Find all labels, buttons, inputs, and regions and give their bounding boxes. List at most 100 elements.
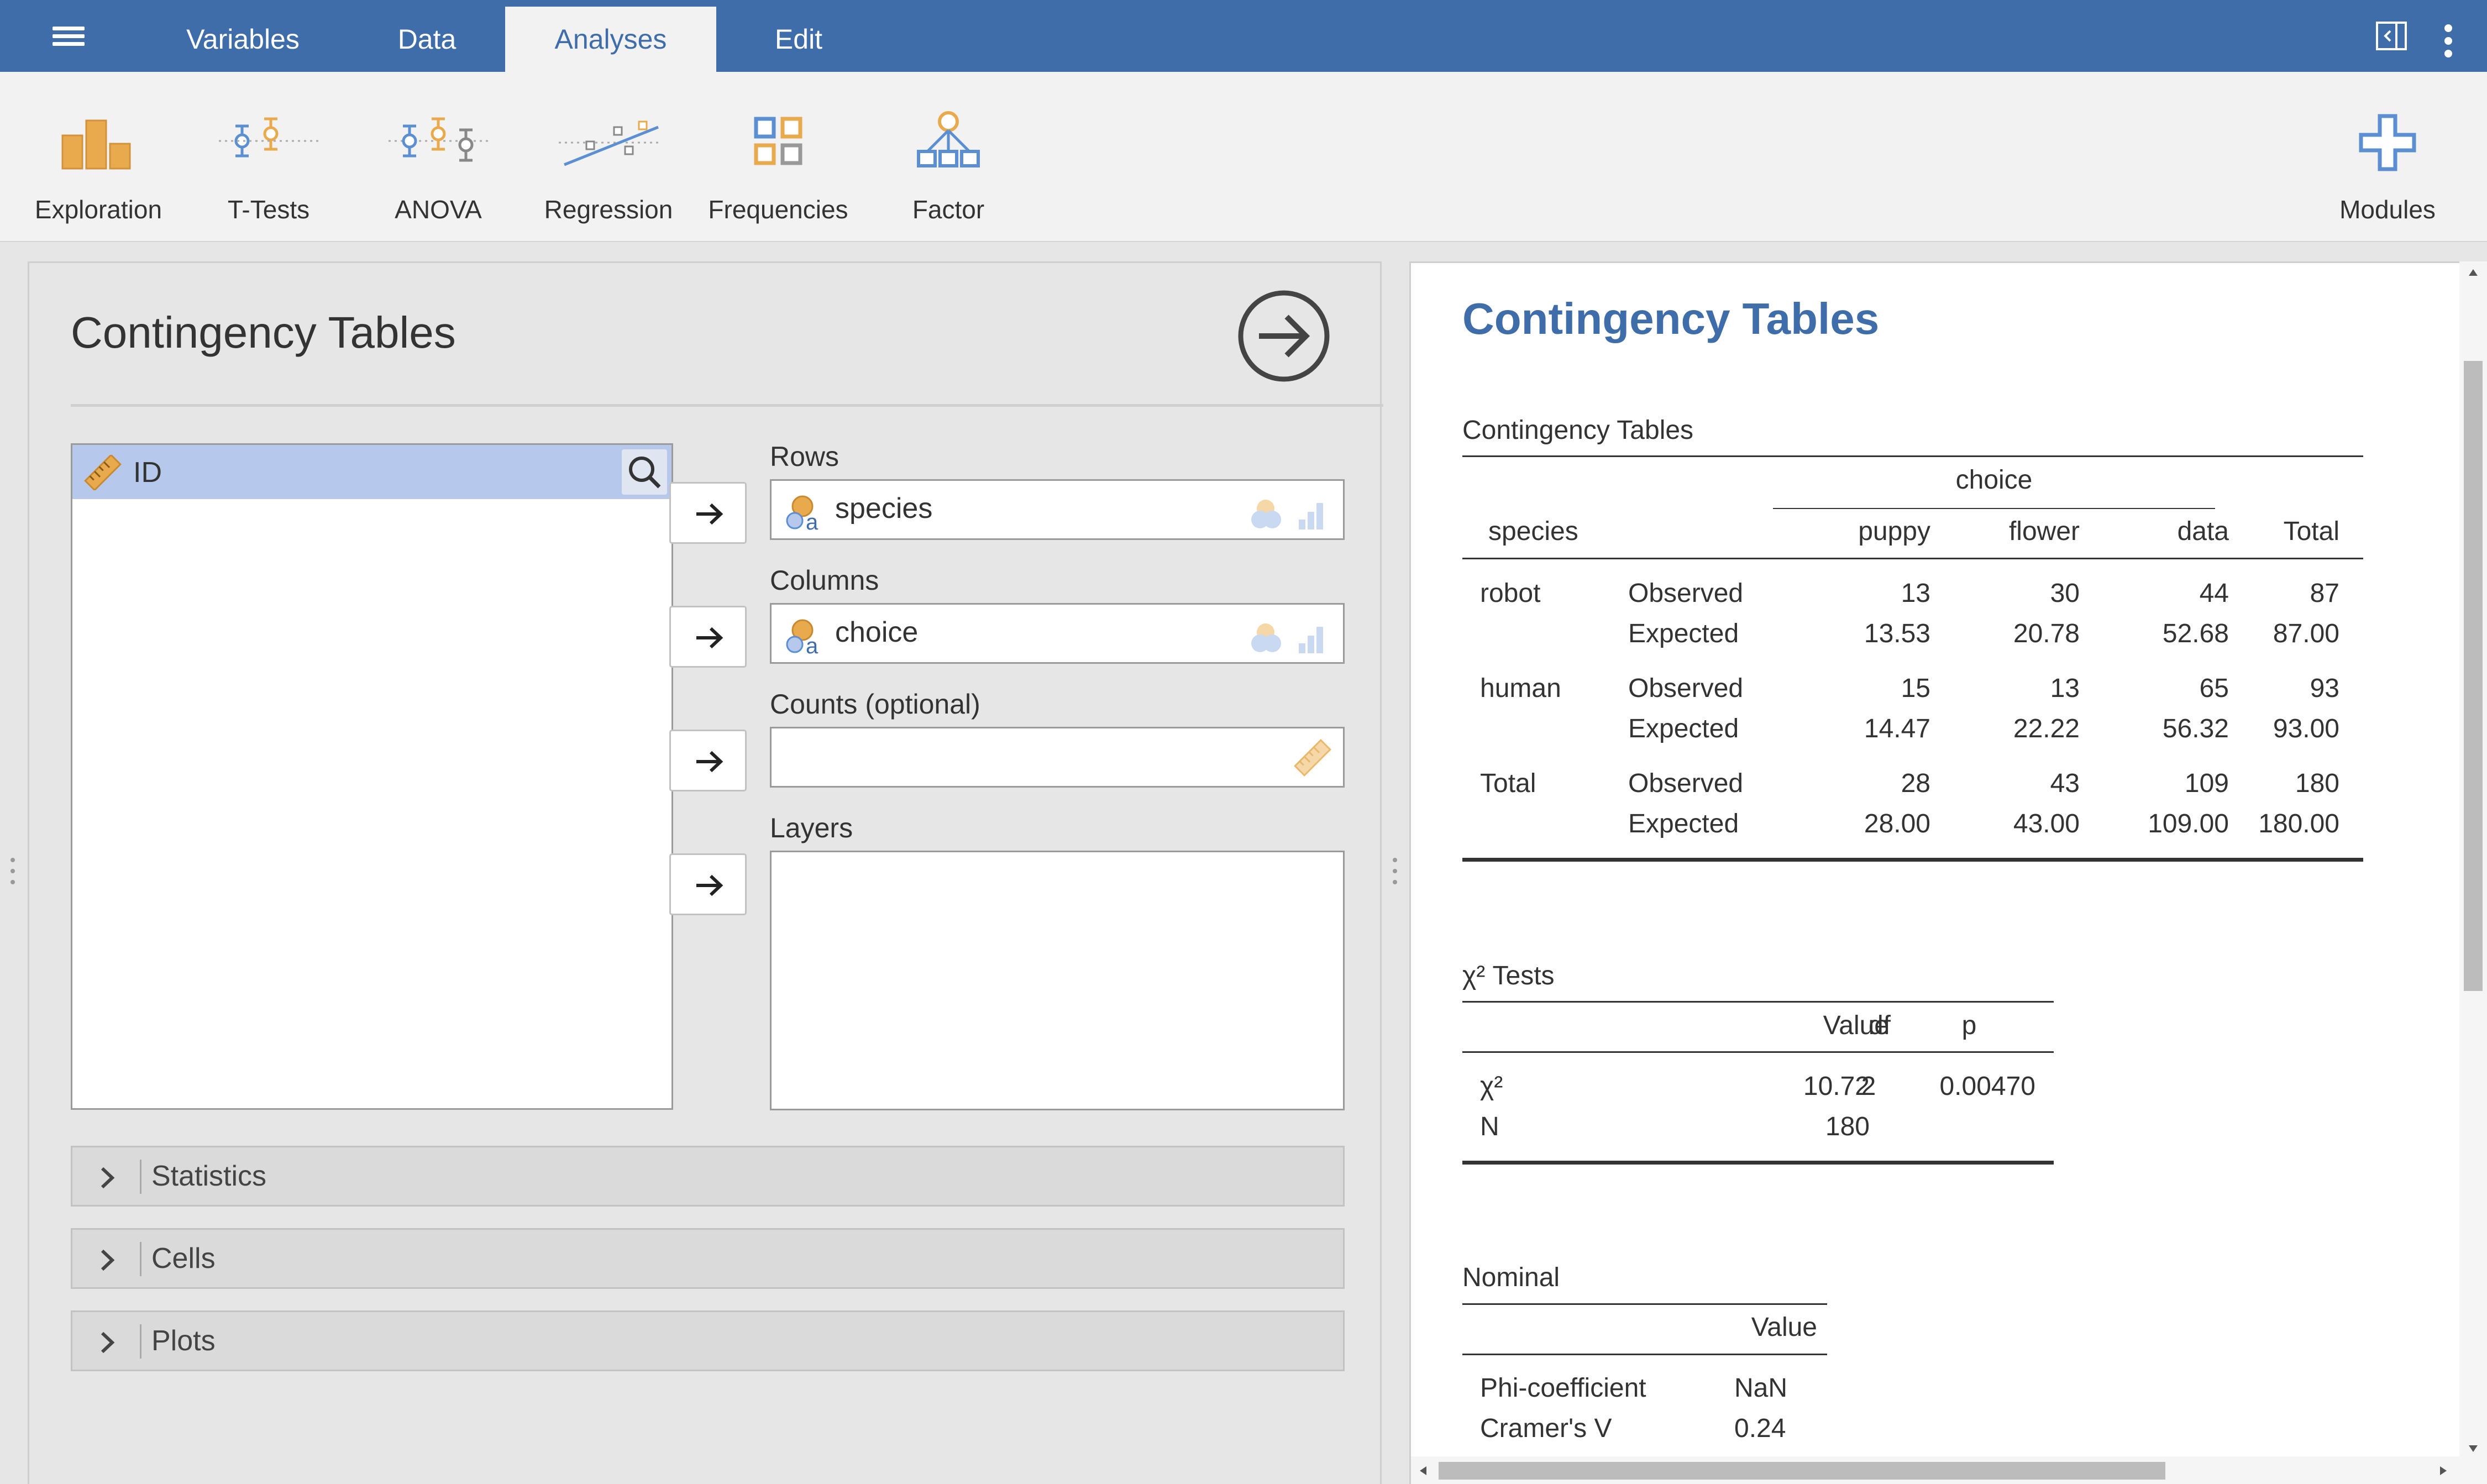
results-vertical-scrollbar[interactable] [2459,261,2487,1484]
cell-value: 180 [1825,1112,1870,1141]
divider [140,1160,141,1194]
cell-value: 109 [2184,769,2229,798]
table-rule [1462,858,2363,862]
results-horizontal-scrollbar[interactable] [1411,1456,2459,1484]
cell-value: 13.53 [1864,619,1930,648]
ruler-icon [84,455,122,490]
rows-label: Rows [770,441,840,472]
frequencies-icon [754,117,802,165]
section-plots[interactable]: Plots [71,1310,1345,1371]
variable-list[interactable]: ID [71,443,673,1110]
row-variable-header: species [1488,517,1578,546]
column-header: flower [2008,517,2080,546]
cell-value: 0.24 [1734,1414,1786,1443]
columns-field[interactable]: a choice [770,603,1345,664]
row-group: robot [1480,579,1541,608]
search-button[interactable] [622,449,667,495]
section-cells[interactable]: Cells [71,1228,1345,1289]
table-rule [1462,1354,1827,1355]
scroll-right-icon[interactable] [2439,1465,2448,1476]
rows-field[interactable]: a species [770,479,1345,540]
ribbon-t-tests[interactable]: T-Tests [186,94,351,227]
ribbon-label: T-Tests [227,195,310,224]
layers-field[interactable] [770,851,1345,1110]
cell-value: 28 [1901,769,1930,798]
divider [140,1242,141,1276]
counts-field[interactable] [770,727,1345,788]
arrow-right-icon [696,627,723,649]
page-title: Contingency Tables [71,308,456,357]
ribbon-modules[interactable]: Modules [2305,94,2470,227]
cell-value: 13 [1901,579,1930,608]
cell-value: 30 [2050,579,2080,608]
cell-value: 93 [2310,674,2339,703]
column-header: puppy [1858,517,1930,546]
move-to-rows-button[interactable] [669,482,747,544]
ribbon-anova[interactable]: ANOVA [355,94,521,227]
cell-value: 28.00 [1864,809,1930,838]
tab-variables[interactable]: Variables [186,24,300,55]
hamburger-menu-icon[interactable] [44,17,94,55]
anova-icon [389,117,488,162]
scroll-up-icon[interactable] [2468,268,2479,277]
table-rule [1462,1303,1827,1305]
panel-splitter-handle[interactable] [1391,858,1399,891]
cell-value: NaN [1734,1373,1788,1403]
counts-label: Counts (optional) [770,689,980,720]
svg-text:a: a [806,634,818,657]
row-label: Phi-coefficient [1480,1373,1646,1403]
left-splitter-handle[interactable] [9,858,17,891]
list-item[interactable]: ID [72,445,671,499]
scroll-down-icon[interactable] [2468,1444,2479,1453]
row-label: χ² [1480,1072,1503,1101]
cell-value: 0.00470 [1939,1072,2035,1101]
row-type: Expected [1628,714,1739,743]
row-type: Expected [1628,809,1739,838]
column-header: df [1868,1011,1891,1040]
move-to-counts-button[interactable] [669,730,747,791]
cell-value: 2 [1861,1072,1876,1101]
horizontal-scroll-thumb[interactable] [1439,1462,2165,1480]
row-type: Observed [1628,674,1744,703]
tab-data[interactable]: Data [397,24,457,55]
move-to-columns-button[interactable] [669,606,747,668]
cell-value: 10.72 [1803,1072,1870,1101]
ribbon-factor[interactable]: Factor [865,94,1031,227]
cell-value: 87 [2310,579,2339,608]
ribbon-frequencies[interactable]: Frequencies [695,94,861,227]
move-to-layers-button[interactable] [669,853,747,915]
exploration-icon [61,119,131,170]
svg-text:a: a [806,510,818,533]
regression-icon [559,120,659,166]
layers-label: Layers [770,812,853,843]
cell-value: 180.00 [2258,809,2339,838]
ribbon-label: Regression [544,195,673,224]
section-label: Statistics [151,1160,267,1192]
run-arrow-button[interactable] [1237,289,1331,383]
t-tests-icon [219,117,318,158]
ribbon-exploration[interactable]: Exploration [15,94,181,227]
tab-edit[interactable]: Edit [774,24,823,55]
ribbon-regression[interactable]: Regression [526,94,691,227]
cell-value: 93.00 [2273,714,2339,743]
ribbon-label: Factor [912,195,985,224]
arrow-right-icon [696,751,723,773]
cell-value: 20.78 [2013,619,2080,648]
ribbon-label: ANOVA [395,195,482,224]
ribbon-label: Frequencies [708,195,848,224]
vertical-scroll-thumb[interactable] [2464,361,2483,991]
table-rule [1773,508,2215,509]
table-title: χ² Tests [1462,961,1555,990]
tab-analyses[interactable]: Analyses [505,7,716,72]
kebab-menu-icon[interactable] [2442,24,2453,57]
row-type: Observed [1628,579,1744,608]
table-rule [1462,455,2363,457]
split-view-icon[interactable] [2375,21,2407,51]
nominal-variable-icon: a [786,619,818,657]
scroll-left-icon[interactable] [1419,1465,1428,1476]
variable-name: ID [133,457,162,489]
options-panel: Contingency Tables ID [28,261,1383,1484]
section-statistics[interactable]: Statistics [71,1146,1345,1207]
analyses-ribbon: Exploration T-Tests [0,72,2487,242]
divider [71,404,1383,407]
